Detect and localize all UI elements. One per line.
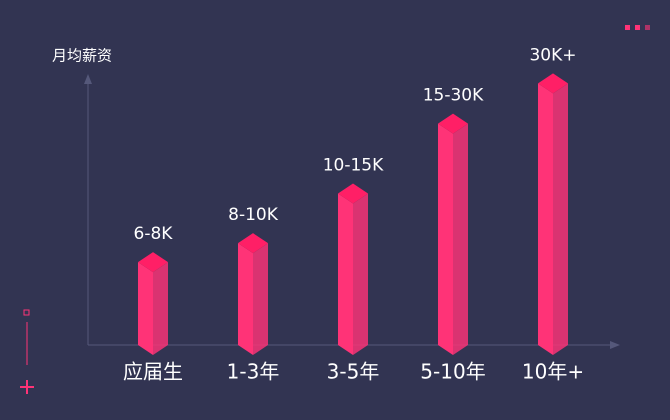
- bar-right-face: [553, 83, 568, 355]
- bar-right-face: [453, 123, 468, 355]
- bar-top-face: [438, 113, 468, 134]
- bar: [238, 233, 268, 355]
- value-label: 8-10K: [228, 205, 279, 225]
- bar-right-face: [153, 262, 168, 355]
- bar: [438, 113, 468, 355]
- x-axis-arrow: [610, 341, 620, 349]
- bar-top-face: [138, 252, 168, 273]
- decor-square: [23, 309, 30, 316]
- x-tick-label: 1-3年: [227, 360, 280, 384]
- bar: [538, 73, 568, 355]
- x-tick-label: 3-5年: [327, 360, 380, 384]
- decor-dot: [645, 25, 650, 30]
- bar-top-face: [538, 73, 568, 94]
- bar-right-face: [253, 243, 268, 355]
- value-label: 30K+: [529, 45, 576, 65]
- bar: [338, 183, 368, 355]
- bar-right-face: [353, 193, 368, 355]
- bar: [138, 252, 168, 355]
- decor-dot: [625, 25, 630, 30]
- bar-left-face: [338, 193, 353, 355]
- bar-left-face: [138, 262, 153, 355]
- value-label: 10-15K: [323, 155, 384, 175]
- bar-left-face: [438, 123, 453, 355]
- y-axis-arrow: [84, 74, 92, 84]
- bar-left-face: [238, 243, 253, 355]
- x-tick-label: 应届生: [123, 360, 183, 384]
- x-tick-label: 10年+: [522, 360, 584, 384]
- value-label: 15-30K: [423, 86, 484, 106]
- bar-top-face: [338, 183, 368, 204]
- decor-dot: [635, 25, 640, 30]
- bar-left-face: [538, 83, 553, 355]
- value-label: 6-8K: [134, 224, 174, 244]
- decor-plus: [20, 380, 34, 394]
- x-tick-label: 5-10年: [420, 360, 485, 384]
- bar-top-face: [238, 233, 268, 254]
- y-axis-label: 月均薪资: [52, 47, 112, 65]
